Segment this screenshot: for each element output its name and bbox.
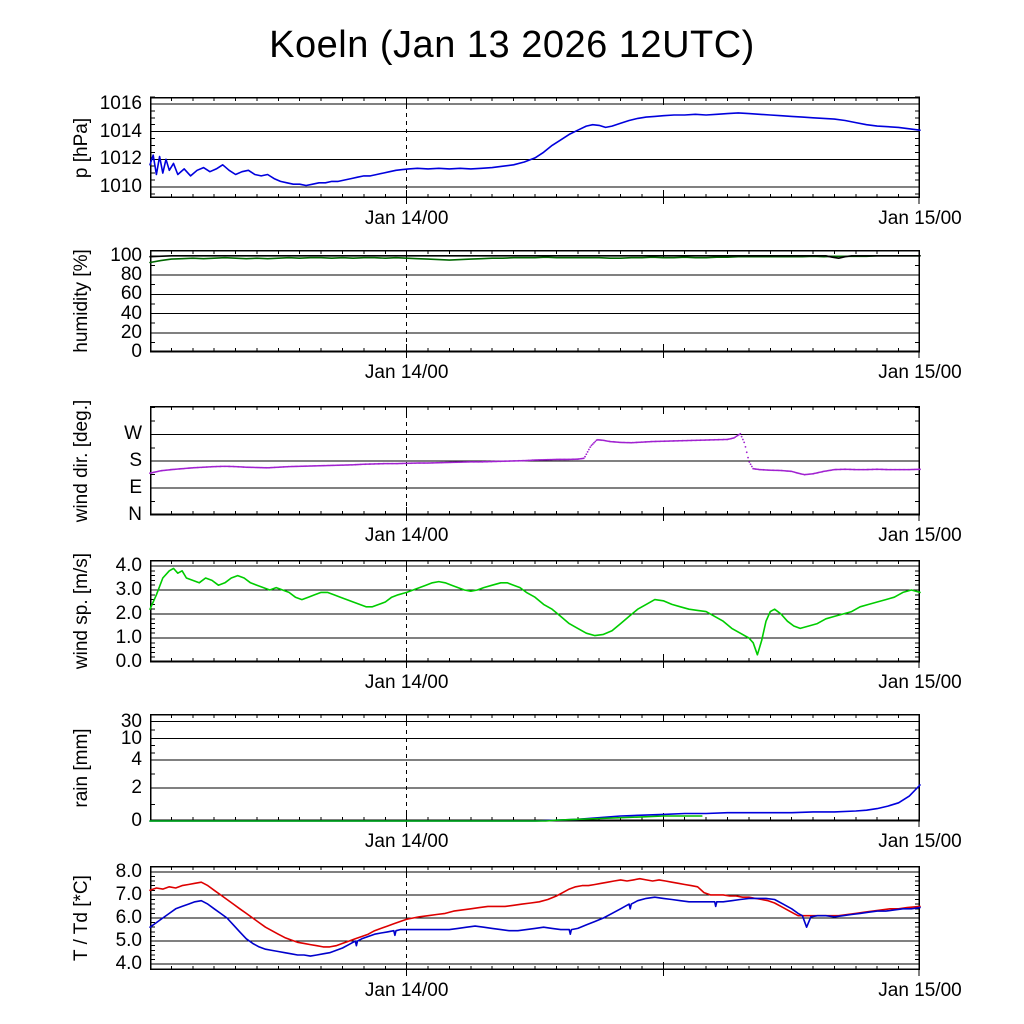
temperature-ytick-label: 8.0 — [115, 860, 142, 882]
temperature-xtick-label: Jan 15/00 — [878, 980, 962, 1001]
rain-xtick-label: Jan 14/00 — [364, 831, 449, 852]
panel-temperature: T / Td [*C] 4.0 5.0 6.0 7.0 8.0 Jan 14/00 Jan 1… — [0, 861, 1024, 1006]
temperature-ytick-label: 4.0 — [115, 953, 142, 975]
temperature-plot — [149, 866, 921, 976]
panel-wind-speed: wind sp. [m/s] 0.0 1.0 2.0 3.0 4.0 Jan 14/00 Ja… — [0, 553, 1024, 698]
temperature-ytick-label: 6.0 — [115, 907, 142, 928]
humidity-ytick-label: 40 — [120, 302, 142, 324]
pressure-plot — [149, 96, 921, 204]
humidity-xtick-label: Jan 15/00 — [878, 362, 962, 383]
humidity-ytick-label: 100 — [110, 244, 142, 266]
panel-rain: rain [mm] 0 2 4 10 30 Jan 14/00 Jan 15/00 — [0, 710, 1024, 857]
rain-ytick-label: 4 — [131, 749, 142, 770]
wind-speed-ytick-label: 0.0 — [115, 651, 142, 672]
wind-speed-xtick-label: Jan 14/00 — [364, 672, 449, 693]
rain-xtick-label: Jan 15/00 — [878, 831, 962, 852]
humidity-ytick-label: 60 — [120, 283, 142, 305]
wind-direction-ytick-label: S — [129, 450, 142, 472]
wind-speed-ytick-label: 3.0 — [115, 579, 142, 600]
panel-pressure: p [hPa] 1010 1012 1014 1016 Jan 14/00 Jan 15/0… — [0, 93, 1024, 234]
rain-ytick-label: 30 — [120, 710, 142, 732]
pressure-ytick-label: 1012 — [99, 148, 142, 170]
wind-speed-xtick-label: Jan 15/00 — [878, 672, 962, 693]
temperature-ytick-label: 5.0 — [115, 930, 142, 952]
wind-speed-ytick-label: 1.0 — [115, 627, 142, 648]
pressure-xtick-label: Jan 14/00 — [364, 208, 449, 229]
rain-ytick-label: 0 — [131, 810, 142, 831]
wind-direction-ytick-label: E — [129, 477, 142, 499]
wind-direction-xtick-label: Jan 14/00 — [364, 525, 449, 546]
wind-direction-ytick-label: W — [124, 423, 142, 445]
pressure-ytick-label: 1014 — [99, 120, 142, 142]
pressure-ytick-label: 1010 — [99, 175, 142, 197]
humidity-ytick-label: 20 — [120, 321, 142, 343]
pressure-xtick-label: Jan 15/00 — [878, 208, 962, 229]
panel-wind-direction: wind dir. [deg.] N E S W Jan 14/00 Jan 15/00 — [0, 399, 1024, 551]
rain-ytick-label: 2 — [131, 776, 142, 798]
temperature-xtick-label: Jan 14/00 — [364, 980, 449, 1001]
wind-speed-plot — [149, 560, 921, 668]
wind-direction-xtick-label: Jan 15/00 — [878, 525, 962, 546]
chart-title: Koeln (Jan 13 2026 12UTC) — [269, 24, 755, 66]
rain-ytick-label: 10 — [120, 727, 142, 749]
pressure-ytick-label: 1016 — [99, 92, 142, 114]
wind-direction-plot — [149, 406, 921, 521]
temperature-ytick-label: 7.0 — [115, 883, 142, 905]
humidity-ytick-label: 80 — [120, 264, 142, 286]
panel-humidity: humidity [%] 0 20 40 60 80 100 Jan 14/00 Jan 15/… — [0, 245, 1024, 388]
rain-plot — [149, 714, 921, 827]
wind-speed-ytick-label: 4.0 — [115, 555, 142, 576]
wind-speed-ytick-label: 2.0 — [115, 603, 142, 624]
humidity-xtick-label: Jan 14/00 — [364, 362, 449, 383]
wind-direction-ytick-label: N — [128, 504, 142, 525]
humidity-ytick-label: 0 — [131, 341, 142, 362]
humidity-plot — [149, 250, 921, 358]
